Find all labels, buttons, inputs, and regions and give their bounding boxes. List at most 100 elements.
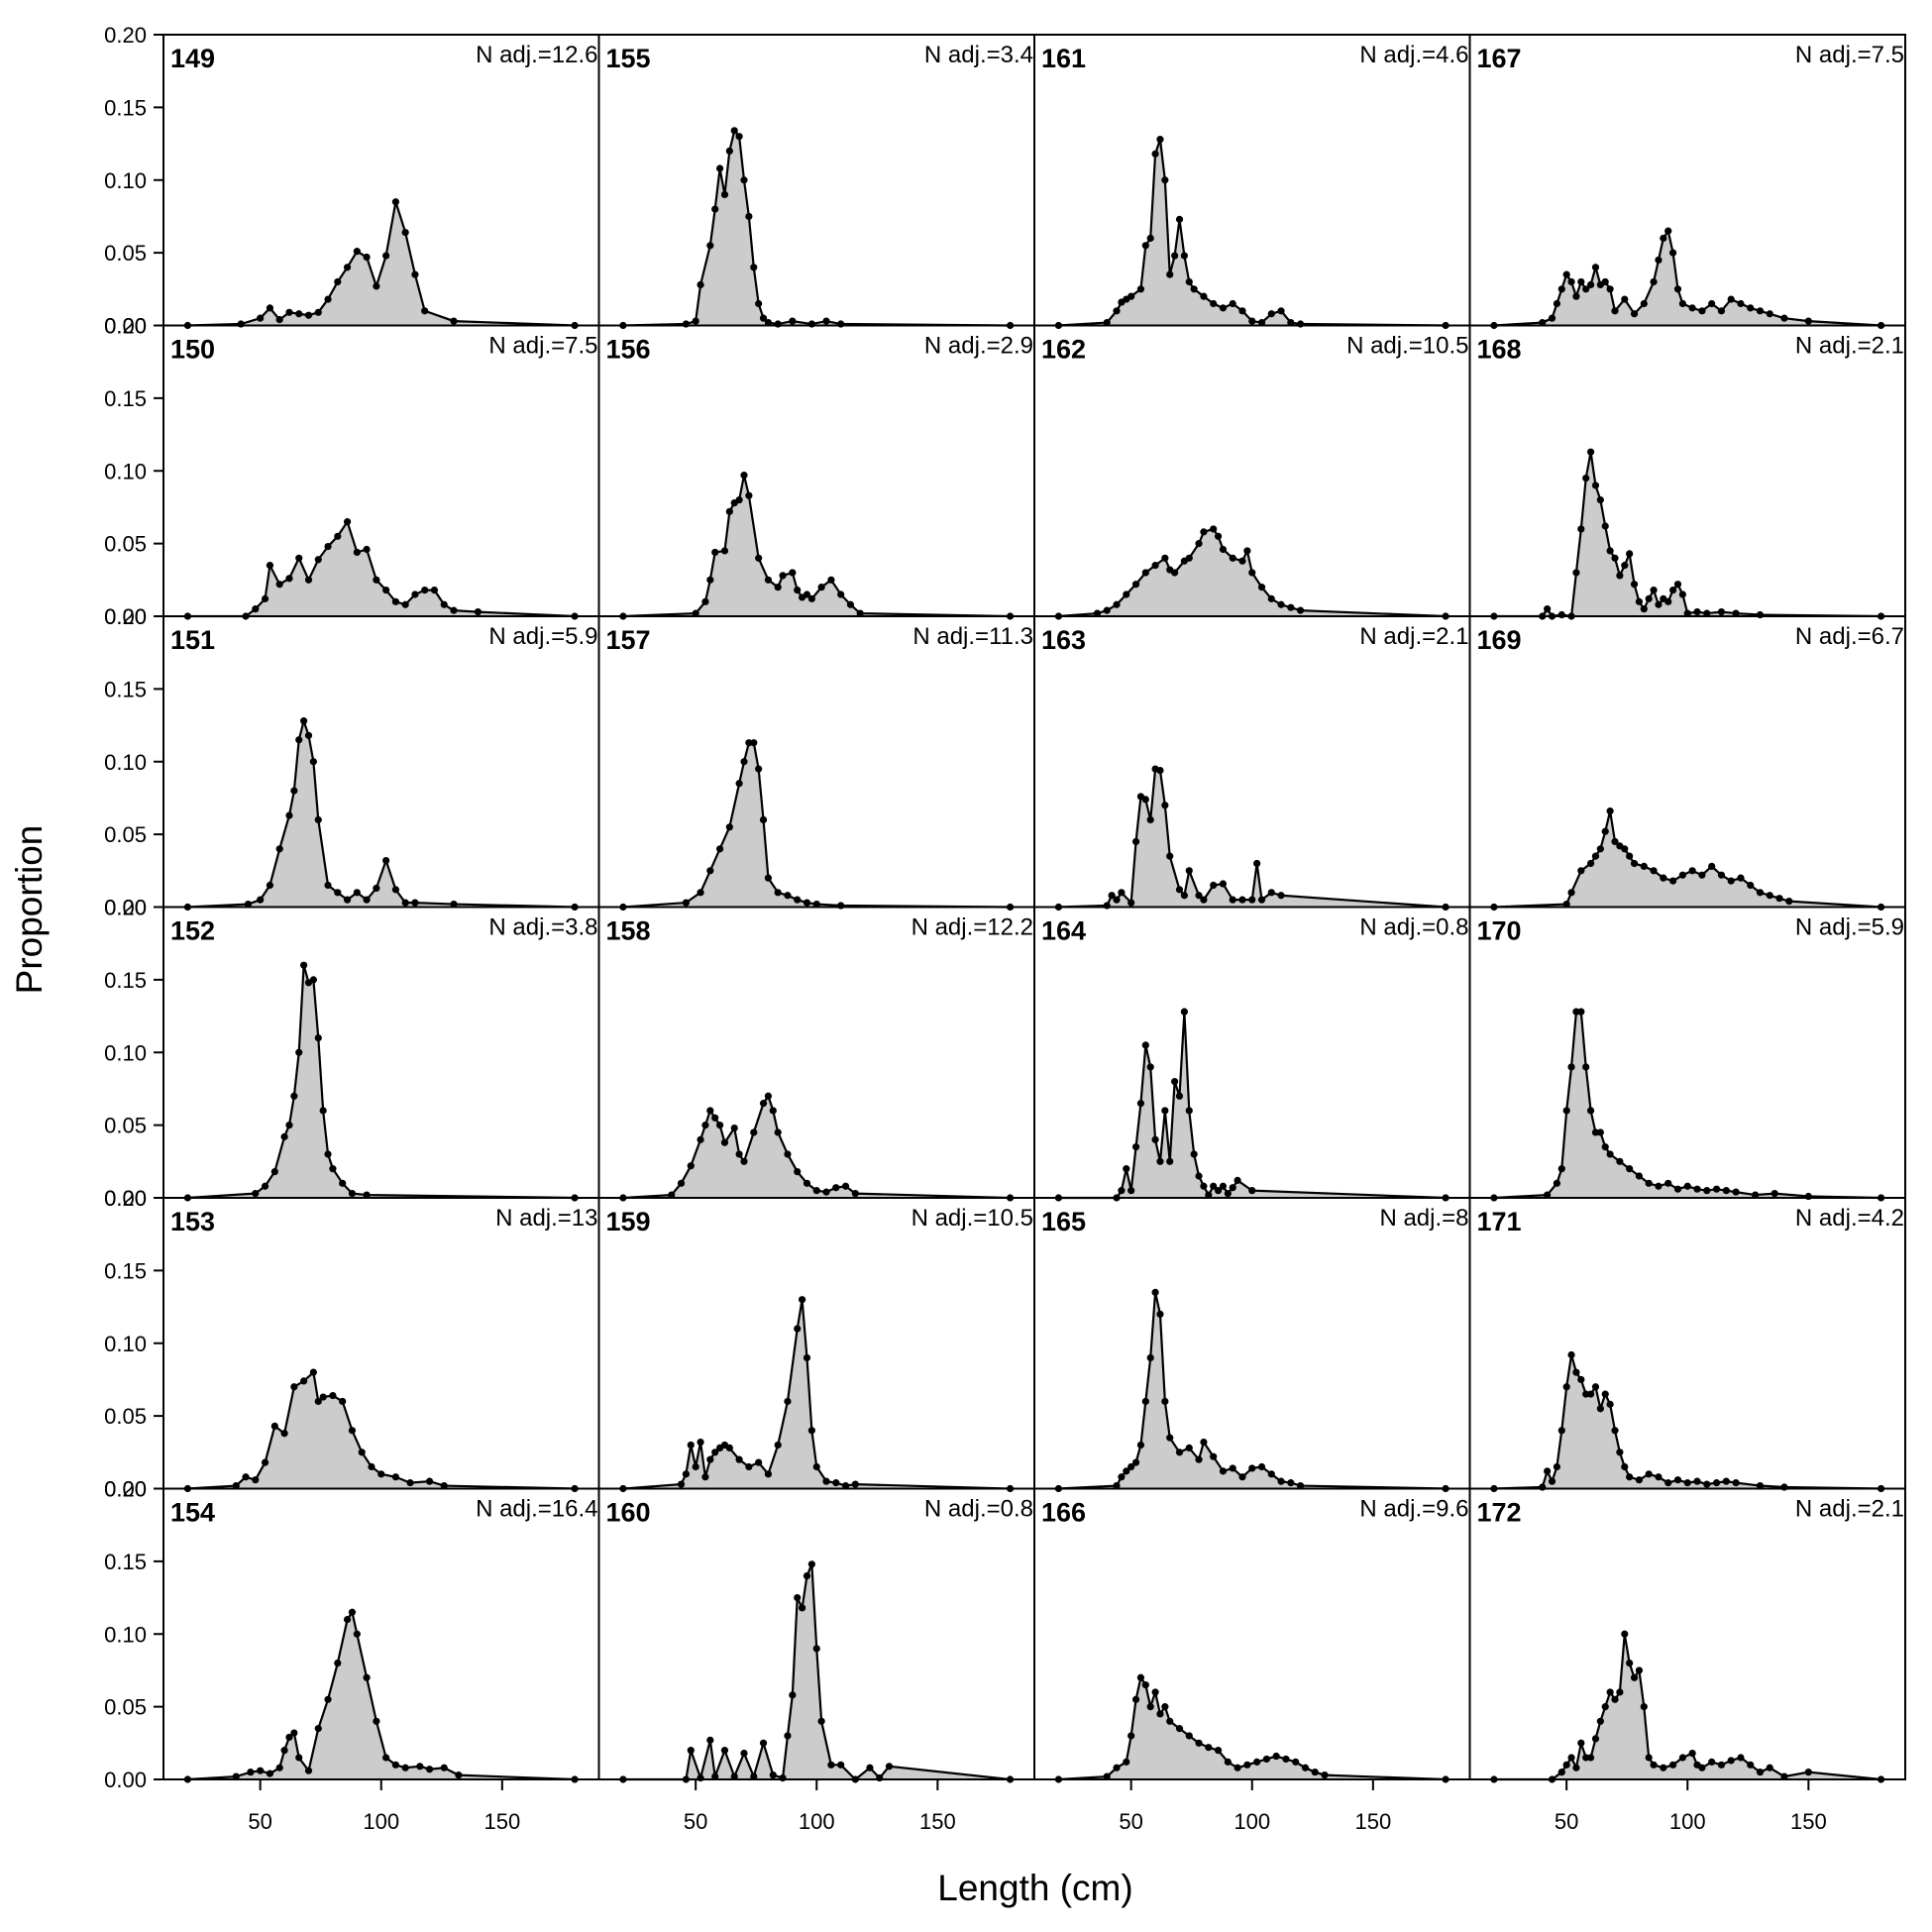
point-171-31: [1756, 1481, 1765, 1490]
area-152: [187, 965, 576, 1198]
point-155-16: [764, 318, 773, 327]
x-tick-label: 100: [363, 1809, 399, 1834]
point-170-16: [1635, 1172, 1644, 1180]
area-163: [1058, 769, 1447, 908]
point-159-8: [711, 1449, 719, 1456]
panel-label: 149: [170, 44, 215, 73]
point-169-21: [1708, 862, 1716, 871]
point-154-13: [334, 1660, 342, 1667]
point-170-14: [1616, 1157, 1624, 1165]
point-155-7: [720, 190, 729, 199]
point-151-8: [300, 717, 308, 725]
panel-label: 168: [1477, 335, 1522, 365]
point-160-4: [706, 1736, 714, 1744]
point-163-12: [1161, 802, 1169, 809]
panel-168: 168 N adj.=2.1: [1468, 324, 1906, 620]
point-167-13: [1601, 277, 1609, 286]
point-167-24: [1673, 285, 1682, 293]
x-tick-label: 50: [248, 1809, 271, 1834]
point-169-19: [1688, 867, 1696, 875]
point-167-29: [1717, 307, 1726, 315]
point-163-20: [1219, 880, 1228, 888]
point-170-21: [1683, 1182, 1691, 1190]
point-172-5: [1572, 1764, 1580, 1771]
panel-label: 158: [606, 916, 651, 946]
point-166-20: [1243, 1761, 1251, 1769]
point-163-27: [1277, 892, 1285, 900]
point-156-13: [774, 584, 782, 591]
point-168-34: [1756, 610, 1765, 619]
panel-frame: [597, 324, 1035, 617]
point-160-13: [784, 1732, 792, 1740]
n-adj-label: N adj.=0.8: [924, 1496, 1033, 1523]
panel-166: 166 N adj.=9.6: [1033, 1487, 1471, 1783]
point-167-4: [1557, 285, 1565, 293]
point-150-5: [275, 581, 283, 589]
point-171-18: [1621, 1462, 1629, 1471]
point-169-25: [1747, 881, 1755, 890]
n-adj-label: N adj.=2.9: [924, 333, 1033, 360]
panel-150: 150 N adj.=7.5: [162, 324, 600, 620]
point-163-15: [1180, 892, 1188, 900]
point-171-19: [1626, 1473, 1634, 1481]
point-165-9: [1151, 1288, 1159, 1296]
point-158-13: [750, 1128, 758, 1136]
point-169-5: [1591, 852, 1600, 860]
area-169: [1493, 810, 1881, 908]
panel-159: 159 N adj.=10.5: [597, 1197, 1035, 1493]
point-159-25: [841, 1481, 850, 1490]
point-150-19: [411, 590, 419, 598]
panel-frame: [597, 615, 1035, 909]
point-155-17: [774, 320, 782, 328]
point-165-10: [1156, 1310, 1164, 1318]
point-163-21: [1229, 896, 1236, 904]
point-167-35: [1780, 314, 1788, 322]
point-151-7: [295, 736, 303, 744]
point-169-28: [1775, 895, 1783, 903]
point-160-7: [730, 1772, 738, 1780]
point-158-9: [720, 1138, 729, 1146]
point-157-13: [774, 889, 782, 897]
point-156-16: [794, 586, 802, 594]
point-161-12: [1166, 270, 1174, 278]
point-159-22: [812, 1462, 820, 1471]
point-162-13: [1195, 540, 1203, 548]
panel-label: 167: [1477, 44, 1522, 73]
point-156-24: [856, 609, 864, 617]
panel-label: 171: [1477, 1207, 1522, 1236]
point-156-5: [720, 547, 729, 555]
point-164-25: [1229, 1184, 1236, 1192]
point-171-27: [1703, 1480, 1711, 1488]
point-160-21: [827, 1761, 835, 1769]
point-171-2: [1544, 1467, 1552, 1475]
point-149-1: [237, 320, 245, 328]
point-154-23: [425, 1766, 434, 1773]
y-tick-label: 0.00: [104, 1768, 147, 1792]
line-164: [1058, 1012, 1447, 1200]
point-164-9: [1151, 1135, 1159, 1143]
point-151-21: [411, 899, 419, 907]
point-163-22: [1238, 896, 1246, 904]
point-150-21: [430, 586, 439, 594]
point-158-10: [730, 1124, 738, 1132]
point-159-4: [692, 1462, 699, 1471]
panel-156: 156 N adj.=2.9: [597, 324, 1035, 620]
point-155-21: [837, 320, 845, 328]
y-tick-label: 0.15: [104, 95, 147, 120]
point-157-7: [740, 758, 748, 766]
point-171-14: [1601, 1390, 1609, 1398]
panel-frame: [1468, 1487, 1906, 1780]
point-165-18: [1219, 1467, 1228, 1475]
point-158-19: [794, 1167, 802, 1176]
point-152-4: [280, 1132, 288, 1140]
point-158-3: [687, 1162, 695, 1170]
point-165-21: [1248, 1464, 1256, 1472]
point-166-27: [1311, 1769, 1319, 1776]
point-149-8: [314, 308, 322, 316]
point-168-16: [1621, 562, 1629, 570]
point-169-1: [1562, 900, 1570, 909]
point-161-19: [1210, 299, 1218, 308]
point-155-13: [750, 264, 758, 271]
point-156-3: [706, 576, 714, 584]
point-161-24: [1257, 318, 1266, 327]
